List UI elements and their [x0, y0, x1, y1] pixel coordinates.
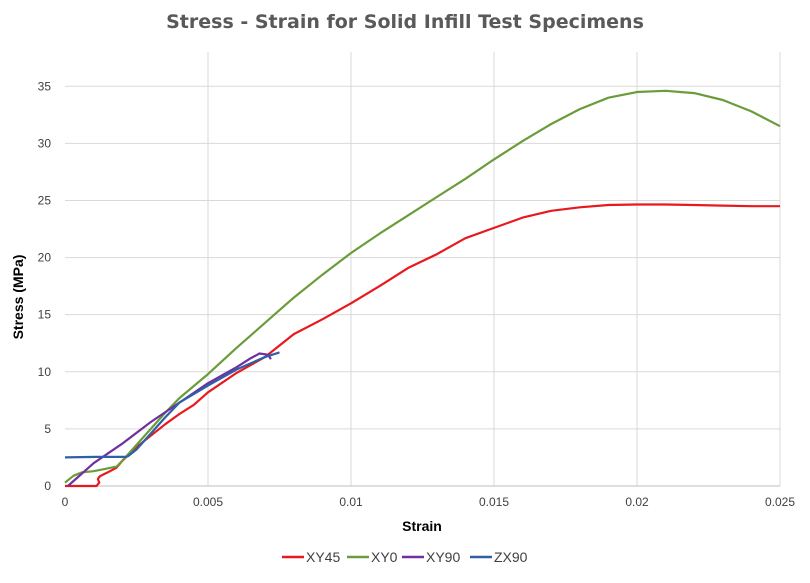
series-line-xy45: [65, 203, 780, 488]
y-tick-label: 25: [38, 193, 52, 207]
legend-label-zx90: ZX90: [494, 549, 528, 565]
series-line-zx90: [64, 351, 280, 459]
x-tick-label: 0: [62, 495, 69, 509]
y-axis-label: Stress (MPa): [10, 255, 26, 340]
y-tick-label: 30: [38, 136, 52, 150]
gridlines: [65, 52, 781, 486]
x-axis-label: Strain: [402, 518, 442, 534]
series-line-xy90: [67, 352, 272, 487]
x-tick-label: 0.02: [625, 495, 649, 509]
y-axis-ticks: 0 5 10 15 20 25 30 35: [38, 79, 52, 493]
x-axis-ticks: 0 0.005 0.01 0.015 0.02 0.025: [62, 495, 796, 509]
x-tick-label: 0.005: [193, 495, 223, 509]
y-tick-label: 35: [38, 79, 52, 93]
legend-label-xy45: XY45: [306, 549, 340, 565]
legend-label-xy0: XY0: [371, 549, 398, 565]
x-tick-label: 0.015: [479, 495, 509, 509]
x-tick-label: 0.025: [765, 495, 795, 509]
series-lines: [64, 89, 781, 488]
y-tick-label: 0: [44, 479, 51, 493]
legend-label-xy90: XY90: [426, 549, 460, 565]
chart-title: Stress - Strain for Solid Infill Test Sp…: [166, 11, 644, 33]
x-tick-label: 0.01: [339, 495, 363, 509]
y-tick-label: 10: [38, 365, 52, 379]
y-tick-label: 20: [38, 251, 52, 265]
legend: XY45 XY0 XY90 ZX90: [282, 549, 528, 565]
y-tick-label: 5: [44, 422, 51, 436]
series-line-xy0: [64, 89, 781, 484]
y-tick-label: 15: [38, 308, 52, 322]
